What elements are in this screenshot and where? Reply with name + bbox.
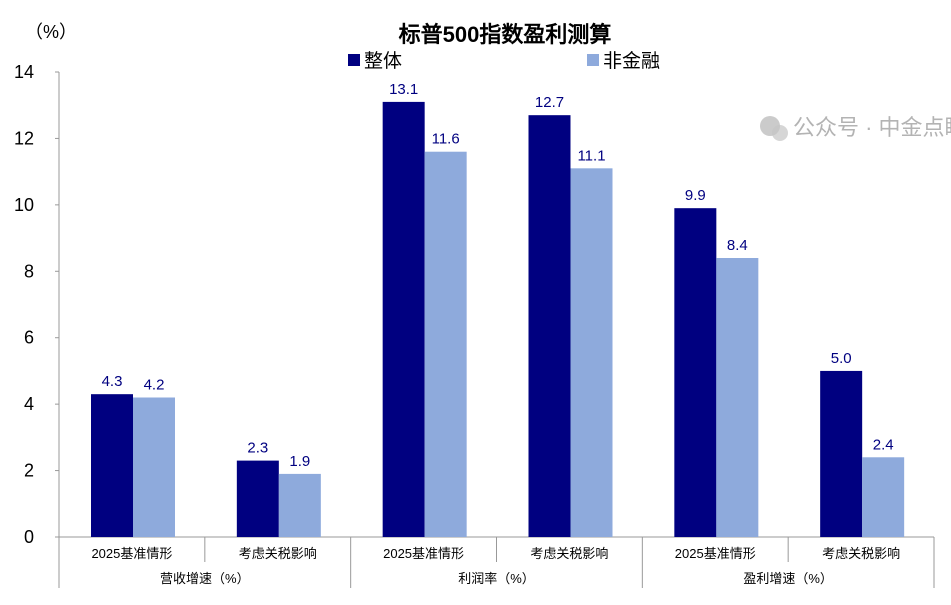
bar-overall <box>236 460 279 537</box>
chart-title: 标普500指数盈利测算 <box>399 22 612 47</box>
data-label: 1.9 <box>289 453 310 470</box>
data-label: 11.1 <box>577 147 605 164</box>
bar-overall <box>820 370 863 537</box>
bar-overall <box>674 208 717 537</box>
y-tick-label: 0 <box>24 527 34 547</box>
bar-overall <box>528 115 571 537</box>
watermark-text: 公众号 · 中金点睛 <box>793 115 951 140</box>
x-group-label: 盈利增速（%） <box>743 571 833 586</box>
legend: 整体 非金融 <box>348 50 660 72</box>
x-category-label: 考虑关税影响 <box>822 546 900 561</box>
bar-nonfinancial <box>278 473 321 537</box>
x-group-label: 营收增速（%） <box>160 571 250 586</box>
data-label: 4.3 <box>102 373 123 390</box>
bar-nonfinancial <box>716 258 759 537</box>
data-label: 13.1 <box>389 81 418 98</box>
data-label: 8.4 <box>727 237 748 254</box>
legend-label-overall: 整体 <box>364 50 402 72</box>
x-group-label: 利润率（%） <box>458 571 535 586</box>
y-tick-label: 2 <box>24 461 34 481</box>
y-axis-label: （%） <box>25 22 77 42</box>
y-tick-label: 14 <box>14 62 34 82</box>
y-tick-label: 6 <box>24 328 34 348</box>
data-label: 4.2 <box>144 377 165 394</box>
data-label: 5.0 <box>831 350 852 367</box>
data-label: 2.4 <box>873 436 894 453</box>
bar-nonfinancial <box>570 168 613 538</box>
y-tick-label: 8 <box>24 261 34 281</box>
x-category-label: 2025基准情形 <box>675 546 756 561</box>
bar-nonfinancial <box>133 397 175 537</box>
bar-nonfinancial <box>424 151 467 537</box>
x-category-label: 2025基准情形 <box>91 546 172 561</box>
data-label: 9.9 <box>685 187 706 204</box>
x-category-label: 考虑关税影响 <box>530 546 608 561</box>
bar-overall <box>91 394 133 537</box>
legend-swatch-overall <box>348 54 360 66</box>
watermark: 公众号 · 中金点睛 <box>760 115 951 141</box>
legend-label-nonfinancial: 非金融 <box>603 50 660 72</box>
y-tick-label: 12 <box>14 128 34 148</box>
bar-nonfinancial <box>862 457 905 537</box>
x-category-label: 2025基准情形 <box>383 546 464 561</box>
wechat-icon-bubble <box>772 125 788 141</box>
x-category-label: 考虑关税影响 <box>239 546 317 561</box>
legend-swatch-nonfinancial <box>587 54 599 66</box>
data-label: 12.7 <box>535 94 564 111</box>
data-label: 2.3 <box>247 440 268 457</box>
data-label: 11.6 <box>432 131 460 148</box>
bar-overall <box>382 101 425 538</box>
y-tick-label: 4 <box>24 394 34 414</box>
y-tick-label: 10 <box>14 195 34 215</box>
